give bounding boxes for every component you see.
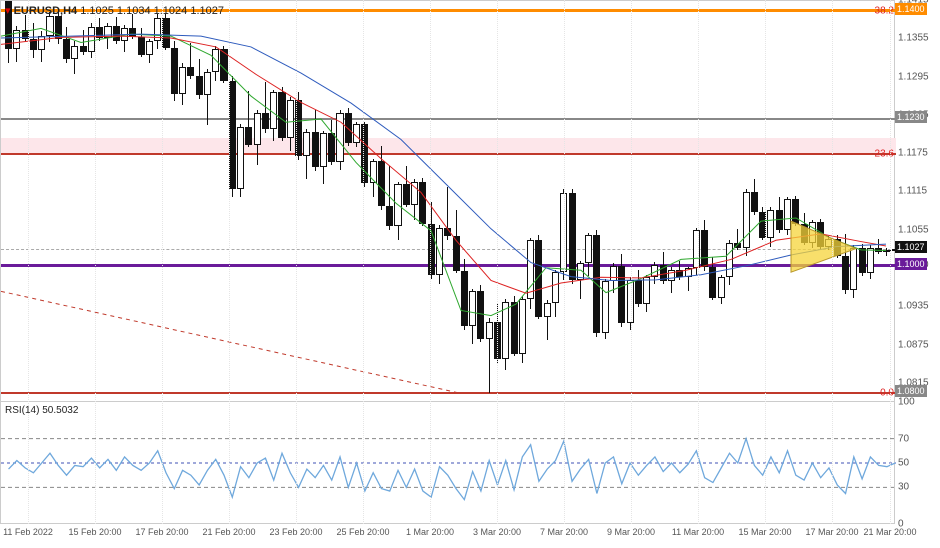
rsi-panel: RSI(14) 50.5032 (0, 402, 895, 524)
y-axis: 1.08151.08751.09351.10001.10551.11151.11… (895, 0, 940, 524)
x-axis: 11 Feb 202215 Feb 20:0017 Feb 20:0021 Fe… (0, 524, 895, 548)
price-panel: 38.223.60.0 ▾ EURUSD,H4 1.1025 1.1034 1.… (0, 0, 895, 402)
chart-image: { "title":{"symbol":"EURUSD,H4","ohlc":"… (0, 0, 940, 548)
rsi-plot (1, 402, 896, 524)
ohlc-label: 1.1025 1.1034 1.1024 1.1027 (80, 5, 224, 17)
rsi-title: RSI(14) 50.5032 (5, 405, 78, 416)
chart-title: ▾ EURUSD,H4 1.1025 1.1034 1.1024 1.1027 (5, 4, 224, 17)
plot-area: 38.223.60.0 (1, 1, 896, 403)
symbol-label: EURUSD,H4 (14, 5, 78, 17)
